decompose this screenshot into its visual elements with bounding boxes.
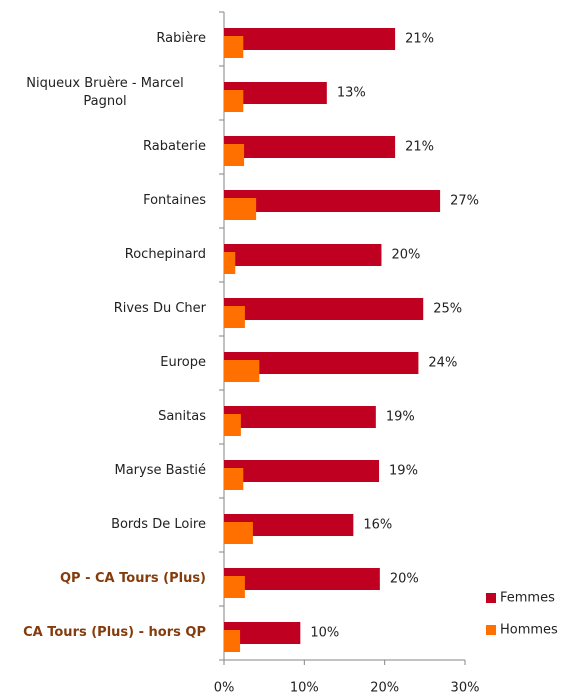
- bar: [224, 298, 424, 320]
- x-tick-label: 30%: [451, 681, 480, 695]
- category-label: Europe: [4, 338, 206, 388]
- legend-swatch: [486, 625, 496, 635]
- bar: [224, 144, 245, 166]
- value-label: 20%: [391, 248, 420, 263]
- category-label: Rabière: [4, 14, 206, 64]
- value-label: 13%: [337, 86, 366, 101]
- category-text: Rochepinard: [124, 247, 206, 262]
- category-text: Rabaterie: [143, 139, 206, 154]
- bar: [224, 90, 244, 112]
- bar: [224, 568, 380, 590]
- bar: [224, 198, 257, 220]
- value-label: 10%: [310, 626, 339, 641]
- value-label: 19%: [386, 410, 415, 425]
- bar: [224, 630, 241, 652]
- category-label: Maryse Bastié: [4, 446, 207, 496]
- category-text: Rives Du Cher: [113, 301, 206, 316]
- category-text: QP - CA Tours (Plus): [59, 571, 206, 586]
- bar: [224, 406, 376, 428]
- bar: [224, 190, 441, 212]
- bar: [224, 28, 396, 50]
- bar: [224, 414, 241, 436]
- x-tick-label: 0%: [214, 681, 235, 695]
- legend-swatch: [486, 593, 496, 603]
- legend-label: Hommes: [500, 623, 558, 638]
- x-tick-label: 20%: [370, 681, 399, 695]
- category-text: CA Tours (Plus) - hors QP: [23, 625, 206, 640]
- value-label: 20%: [390, 572, 419, 587]
- bar: [224, 522, 253, 544]
- value-label: 24%: [428, 356, 457, 371]
- value-label: 27%: [450, 194, 479, 209]
- value-label: 19%: [389, 464, 418, 479]
- category-text: Maryse Bastié: [114, 463, 207, 478]
- category-label: Fontaines: [4, 176, 206, 226]
- bar: [224, 352, 419, 374]
- bar: [224, 244, 382, 266]
- bar: [224, 514, 354, 536]
- bar: [224, 468, 244, 490]
- category-label: Sanitas: [4, 392, 206, 442]
- category-label: Niqueux Bruère - Marcel Pagnol: [4, 68, 206, 118]
- bar: [224, 306, 245, 328]
- value-label: 21%: [405, 32, 434, 47]
- category-label: Bords De Loire: [4, 500, 206, 550]
- category-label: Rochepinard: [4, 230, 206, 280]
- category-text: Niqueux Bruère - Marcel Pagnol: [26, 76, 184, 109]
- bar: [224, 136, 396, 158]
- bar: [224, 252, 236, 274]
- legend-label: Femmes: [500, 591, 555, 606]
- bar: [224, 576, 245, 598]
- category-label: Rabaterie: [4, 122, 206, 172]
- bar: [224, 36, 244, 58]
- x-tick-label: 10%: [290, 681, 319, 695]
- category-text: Rabière: [156, 31, 206, 46]
- value-label: 16%: [363, 518, 392, 533]
- bar: [224, 622, 301, 644]
- bar: [224, 82, 327, 104]
- value-label: 21%: [405, 140, 434, 155]
- category-text: Bords De Loire: [111, 517, 206, 532]
- category-text: Sanitas: [158, 409, 206, 424]
- value-label: 25%: [433, 302, 462, 317]
- category-label: QP - CA Tours (Plus): [4, 554, 206, 604]
- category-text: Fontaines: [143, 193, 206, 208]
- category-label: Rives Du Cher: [4, 284, 206, 334]
- category-text: Europe: [160, 355, 206, 370]
- bar: [224, 360, 260, 382]
- bar: [224, 460, 380, 482]
- category-label: CA Tours (Plus) - hors QP: [4, 608, 206, 658]
